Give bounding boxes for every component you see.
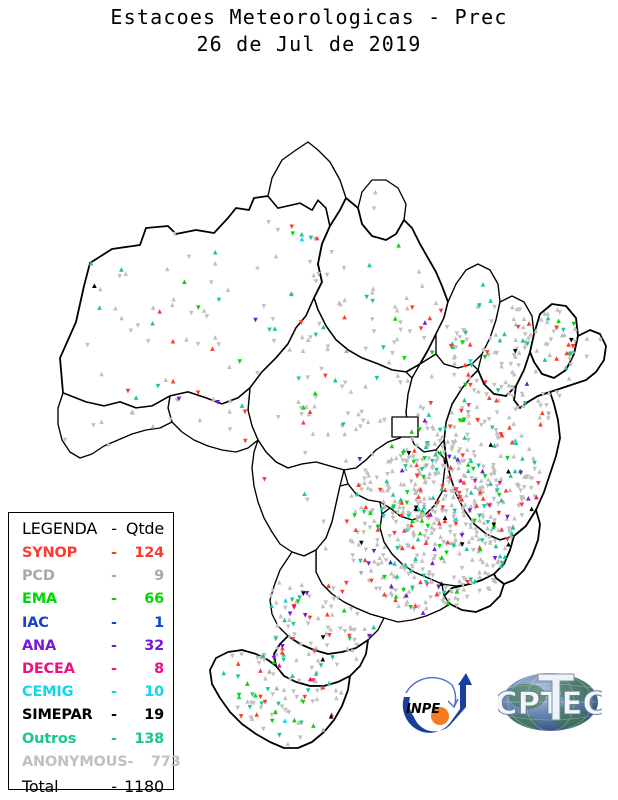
inpe-orange-dot <box>431 707 449 725</box>
legend-dash: - <box>127 753 134 770</box>
title-line-primary: Estacoes Meteorologicas - Prec <box>110 5 508 29</box>
station-marker-anonymous <box>557 393 562 399</box>
legend-dash: - <box>110 707 117 724</box>
legend-label: EMA <box>22 591 57 608</box>
legend-header-dash: - <box>111 519 117 538</box>
legend-label: IAC <box>22 614 49 631</box>
legend-box: LEGENDA - Qtde SYNOP -124 PCD -9 EMA -66 IAC -1… <box>8 512 181 796</box>
legend-qty: 124 <box>134 545 164 561</box>
legend-header-label: LEGENDA <box>22 519 98 538</box>
legend-qty: 9 <box>154 568 164 585</box>
legend-dash: - <box>110 591 117 608</box>
legend-label: ANONYMOUS <box>22 753 128 770</box>
legend-label: Outros <box>22 730 77 747</box>
legend-total-row: Total - 1180 <box>9 777 173 800</box>
legend-dash: - <box>110 684 117 701</box>
station-marker-outros <box>273 636 279 642</box>
legend-header-row: LEGENDA - Qtde <box>9 519 173 545</box>
legend-row-iac: IAC - 1 <box>9 615 173 638</box>
brazil-outline-group <box>57 141 607 749</box>
inpe-inner-arrow <box>447 684 459 709</box>
legend-label: SIMEPAR <box>22 707 93 724</box>
legend-total-dash: - <box>111 776 117 796</box>
station-marker-ema <box>429 350 435 356</box>
legend-qty: 66 <box>144 591 164 608</box>
legend-total-label: Total <box>22 776 59 796</box>
legend-header-qty: Qtde <box>125 519 164 538</box>
legend-qty: 8 <box>154 660 164 677</box>
legend-dash: - <box>110 730 117 747</box>
legend-row-cemig: CEMIG - 10 <box>9 684 173 707</box>
state-acre <box>57 392 173 459</box>
legend-qty: 138 <box>134 730 164 747</box>
inpe-logo-text: INPE <box>406 702 440 717</box>
cptec-meridians <box>502 673 598 731</box>
legend-dash: - <box>110 614 117 631</box>
legend-rows-container: SYNOP - 124 PCD - 9 EMA - 66 IAC - 1 ANA - 32 DECEA - 8 CE… <box>9 545 181 777</box>
legend-row-synop: SYNOP - 124 <box>9 545 173 568</box>
inpe-swoosh <box>402 673 472 733</box>
legend-qty: 10 <box>144 684 164 701</box>
legend-row-pcd: PCD - 9 <box>9 568 173 591</box>
legend-label: CEMIG <box>22 684 74 701</box>
legend-label: PCD <box>22 568 55 585</box>
legend-row-ema: EMA - 66 <box>9 591 173 614</box>
legend-label: ANA <box>22 637 56 654</box>
legend-dash: - <box>110 637 117 654</box>
page-title: Estacoes Meteorologicas - Prec 26 de Jul… <box>0 4 618 58</box>
legend-row-anonymous: ANONYMOUS -773 <box>9 753 181 777</box>
inpe-outer-arc <box>405 676 453 694</box>
station-marker-anonymous <box>273 635 279 641</box>
legend-row-outros: Outros -138 <box>9 731 173 754</box>
legend-dash: - <box>110 545 117 561</box>
district-federal-box <box>391 416 419 438</box>
legend-label: DECEA <box>22 660 75 677</box>
legend-qty: 773 <box>150 753 181 770</box>
brazil-map-svg <box>57 141 607 749</box>
legend-row-simepar: SIMEPAR - 19 <box>9 707 173 730</box>
cptec-logo-text: CPTEC <box>498 686 602 722</box>
legend-qty: 32 <box>144 637 164 654</box>
cptec-t-mark <box>537 673 575 721</box>
station-marker-anonymous <box>443 585 449 591</box>
brazil-map[interactable] <box>0 58 618 800</box>
legend-row-decea: DECEA - 8 <box>9 661 173 684</box>
title-line-date: 26 de Jul de 2019 <box>196 32 422 56</box>
legend-qty: 19 <box>144 707 164 724</box>
legend-qty: 1 <box>154 614 164 631</box>
legend-dash: - <box>110 660 117 677</box>
legend-row-ana: ANA - 32 <box>9 638 173 661</box>
legend-total-qty: 1180 <box>124 776 164 796</box>
inpe-logo: INPE <box>402 673 472 733</box>
legend-dash: - <box>110 568 117 585</box>
cptec-logo: CPTEC <box>498 673 602 731</box>
legend-label: SYNOP <box>22 545 78 561</box>
